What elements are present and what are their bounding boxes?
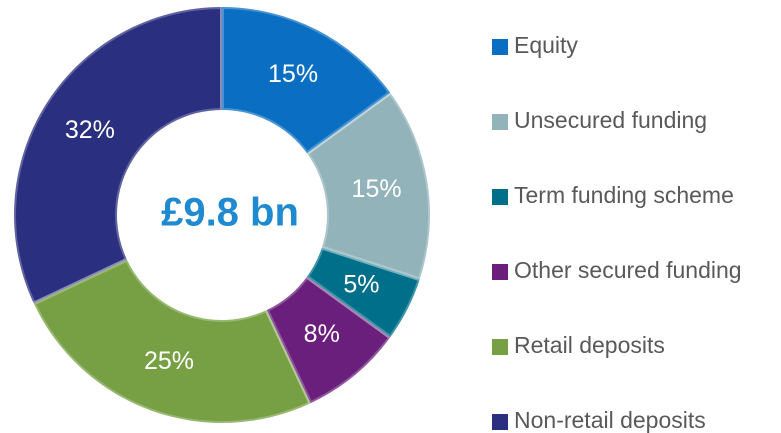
legend-swatch [492, 114, 508, 130]
legend-label: Term funding scheme [514, 182, 734, 208]
slice-label: 25% [144, 347, 194, 375]
slice-label: 8% [304, 320, 340, 348]
slice [220, 5, 393, 156]
legend-swatch [492, 39, 508, 55]
legend-label: Equity [514, 32, 578, 58]
slice [304, 245, 422, 340]
legend-label: Unsecured funding [514, 107, 707, 133]
legend-label: Non-retail deposits [514, 407, 706, 433]
slice [264, 274, 393, 406]
slice [31, 257, 313, 425]
legend-swatch [492, 414, 508, 430]
slice-label: 15% [268, 60, 318, 88]
legend-swatch [492, 339, 508, 355]
center-label: £9.8 bn [161, 191, 299, 235]
legend-swatch [492, 189, 508, 205]
slice-label: 5% [343, 271, 379, 299]
slice [304, 90, 432, 282]
legend-swatch [492, 264, 508, 280]
legend-label: Other secured funding [514, 257, 742, 283]
slice [12, 5, 224, 306]
slice-label: 15% [352, 175, 402, 203]
slice-label: 32% [65, 116, 115, 144]
legend-label: Retail deposits [514, 332, 665, 358]
